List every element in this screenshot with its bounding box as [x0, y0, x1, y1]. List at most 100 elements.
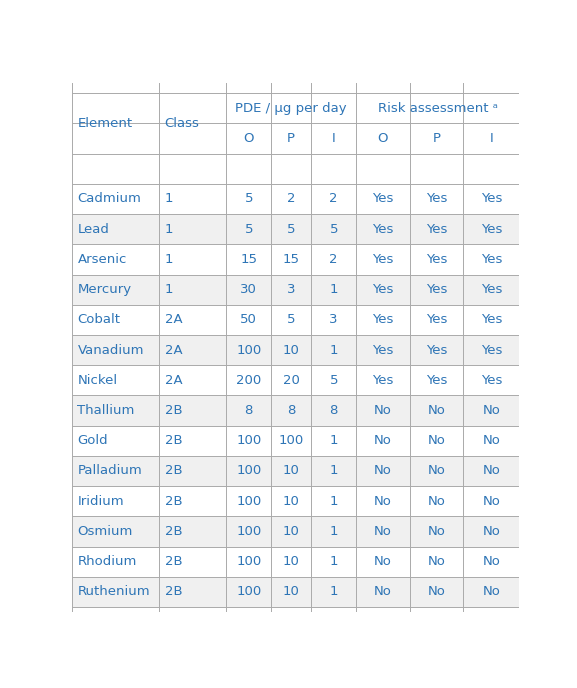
Text: 5: 5 — [329, 374, 338, 387]
Text: No: No — [374, 525, 392, 538]
Text: 2: 2 — [287, 193, 295, 206]
Bar — [72, 305, 519, 335]
Text: Element: Element — [77, 117, 133, 130]
Text: 2B: 2B — [164, 495, 182, 508]
Text: No: No — [482, 495, 500, 508]
Bar — [72, 244, 519, 275]
Text: 100: 100 — [236, 343, 261, 356]
Text: 2: 2 — [329, 193, 338, 206]
Text: Yes: Yes — [481, 313, 502, 326]
Text: 100: 100 — [236, 464, 261, 477]
Bar — [72, 577, 519, 607]
Bar — [72, 516, 519, 546]
Text: 2B: 2B — [164, 525, 182, 538]
Text: Iridium: Iridium — [77, 495, 124, 508]
Text: 1: 1 — [329, 585, 338, 599]
Bar — [72, 335, 519, 365]
Text: 2B: 2B — [164, 585, 182, 599]
Text: 1: 1 — [164, 193, 173, 206]
Text: Thallium: Thallium — [77, 404, 135, 417]
Text: Vanadium: Vanadium — [77, 343, 144, 356]
Text: No: No — [482, 404, 500, 417]
Text: No: No — [428, 555, 445, 568]
Text: Yes: Yes — [372, 374, 394, 387]
Text: 50: 50 — [241, 313, 257, 326]
Text: Yes: Yes — [372, 253, 394, 266]
Text: Arsenic: Arsenic — [77, 253, 127, 266]
Text: 1: 1 — [329, 555, 338, 568]
Text: No: No — [374, 434, 392, 447]
Text: Cadmium: Cadmium — [77, 193, 141, 206]
Text: Yes: Yes — [426, 313, 447, 326]
Text: Yes: Yes — [426, 374, 447, 387]
Text: 2B: 2B — [164, 434, 182, 447]
Text: No: No — [428, 404, 445, 417]
Text: No: No — [482, 464, 500, 477]
Text: 100: 100 — [236, 555, 261, 568]
Text: 10: 10 — [283, 585, 299, 599]
Text: 100: 100 — [279, 434, 304, 447]
Text: No: No — [428, 585, 445, 599]
Text: 1: 1 — [164, 283, 173, 296]
Text: Gold: Gold — [77, 434, 108, 447]
Text: O: O — [243, 132, 254, 145]
Text: Ruthenium: Ruthenium — [77, 585, 150, 599]
Text: 1: 1 — [329, 464, 338, 477]
Text: 1: 1 — [329, 283, 338, 296]
Text: 2B: 2B — [164, 404, 182, 417]
Text: 30: 30 — [241, 283, 257, 296]
Text: 2B: 2B — [164, 464, 182, 477]
Text: 10: 10 — [283, 464, 299, 477]
Text: I: I — [489, 132, 493, 145]
Bar — [72, 214, 519, 244]
Text: 200: 200 — [236, 374, 261, 387]
Text: 100: 100 — [236, 585, 261, 599]
Text: 1: 1 — [329, 495, 338, 508]
Text: Yes: Yes — [372, 223, 394, 236]
Text: 8: 8 — [287, 404, 295, 417]
Text: 5: 5 — [245, 193, 253, 206]
Text: No: No — [428, 464, 445, 477]
Text: 100: 100 — [236, 495, 261, 508]
Text: Yes: Yes — [481, 253, 502, 266]
Text: 1: 1 — [164, 253, 173, 266]
Text: 15: 15 — [240, 253, 257, 266]
Text: No: No — [374, 464, 392, 477]
Text: 1: 1 — [164, 223, 173, 236]
Text: Yes: Yes — [372, 193, 394, 206]
Text: 2A: 2A — [164, 313, 182, 326]
Text: PDE / μg per day: PDE / μg per day — [235, 102, 347, 115]
Text: Yes: Yes — [372, 283, 394, 296]
Bar — [72, 546, 519, 577]
Text: Yes: Yes — [426, 253, 447, 266]
Text: 5: 5 — [245, 223, 253, 236]
Text: Mercury: Mercury — [77, 283, 132, 296]
Text: Yes: Yes — [426, 283, 447, 296]
Text: 10: 10 — [283, 343, 299, 356]
Text: No: No — [428, 434, 445, 447]
Text: Lead: Lead — [77, 223, 110, 236]
Text: No: No — [374, 495, 392, 508]
Text: Yes: Yes — [481, 223, 502, 236]
Text: 10: 10 — [283, 525, 299, 538]
Text: 5: 5 — [287, 313, 295, 326]
Text: P: P — [433, 132, 441, 145]
Text: Yes: Yes — [426, 223, 447, 236]
Text: 10: 10 — [283, 555, 299, 568]
Bar — [72, 365, 519, 396]
Text: No: No — [428, 495, 445, 508]
Bar — [72, 456, 519, 486]
Text: Yes: Yes — [372, 343, 394, 356]
Text: 100: 100 — [236, 525, 261, 538]
Text: 3: 3 — [287, 283, 295, 296]
Text: 5: 5 — [329, 223, 338, 236]
Text: 2B: 2B — [164, 555, 182, 568]
Text: No: No — [482, 555, 500, 568]
Text: 15: 15 — [283, 253, 299, 266]
Text: 5: 5 — [287, 223, 295, 236]
Bar — [72, 426, 519, 456]
Text: Risk assessment ᵃ: Risk assessment ᵃ — [378, 102, 498, 115]
Text: No: No — [482, 525, 500, 538]
Text: P: P — [287, 132, 295, 145]
Bar — [72, 486, 519, 516]
